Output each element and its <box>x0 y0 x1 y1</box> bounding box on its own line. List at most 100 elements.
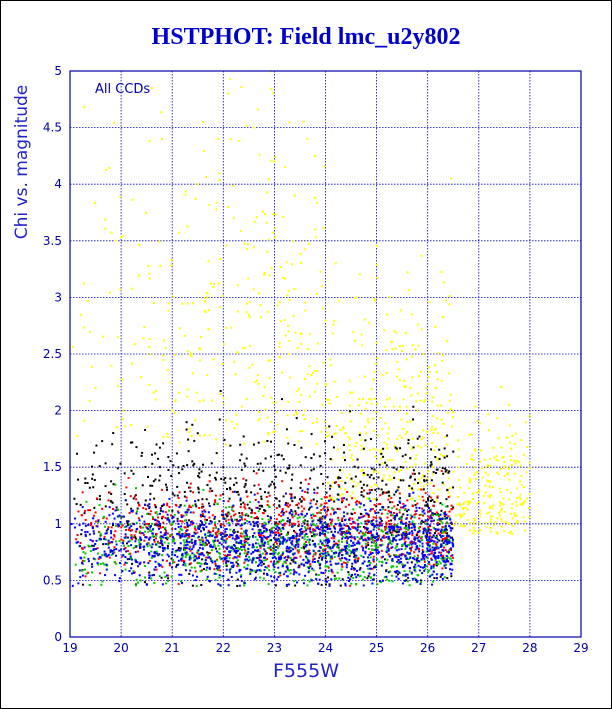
data-point <box>437 547 440 550</box>
data-point <box>381 536 384 539</box>
data-point <box>386 549 389 552</box>
data-point <box>283 556 286 559</box>
data-point <box>403 574 406 577</box>
data-point <box>256 462 259 465</box>
data-point <box>411 521 414 524</box>
data-point <box>138 543 141 546</box>
data-point <box>73 497 76 500</box>
data-point <box>212 286 215 289</box>
data-point <box>159 264 162 267</box>
data-point <box>367 531 370 534</box>
data-point <box>288 464 291 467</box>
data-point <box>166 368 169 371</box>
data-point <box>308 580 311 583</box>
data-point <box>275 561 278 564</box>
data-point <box>128 528 131 531</box>
data-point <box>153 538 156 541</box>
data-point <box>139 526 142 529</box>
data-point <box>125 525 128 528</box>
data-point <box>288 551 291 554</box>
data-point <box>217 532 220 535</box>
data-point <box>508 467 511 470</box>
data-point <box>421 542 424 545</box>
data-point <box>261 210 264 213</box>
data-point <box>382 447 385 450</box>
data-point <box>184 564 187 567</box>
data-point <box>433 549 436 552</box>
data-point <box>259 304 262 307</box>
data-point <box>293 523 296 526</box>
data-point <box>340 554 343 557</box>
data-point <box>265 537 268 540</box>
data-point <box>343 557 346 560</box>
data-point <box>487 495 490 498</box>
data-point <box>112 538 115 541</box>
data-point <box>374 455 377 458</box>
data-point <box>246 503 249 506</box>
data-point <box>317 582 320 585</box>
data-point <box>184 544 187 547</box>
data-point <box>450 563 453 566</box>
data-point <box>334 481 337 484</box>
data-point <box>245 398 248 401</box>
data-point <box>399 447 402 450</box>
data-point <box>433 501 436 504</box>
data-point <box>211 399 214 402</box>
data-point <box>242 543 245 546</box>
data-point <box>188 430 191 433</box>
data-point <box>201 506 204 509</box>
data-point <box>265 529 268 532</box>
data-point <box>248 313 251 316</box>
y-tick-label: 5 <box>54 64 62 78</box>
data-point <box>228 512 231 515</box>
data-point <box>467 503 470 506</box>
data-point <box>414 463 417 466</box>
data-point <box>373 536 376 539</box>
data-point <box>355 549 358 552</box>
data-point <box>334 262 337 265</box>
data-point <box>264 536 267 539</box>
data-point <box>326 510 329 513</box>
data-point <box>472 521 475 524</box>
data-point <box>251 511 254 514</box>
data-point <box>359 431 362 434</box>
data-point <box>363 560 366 563</box>
data-point <box>406 536 409 539</box>
data-point <box>134 530 137 533</box>
data-point <box>272 92 275 95</box>
data-point <box>428 536 431 539</box>
data-point <box>214 533 217 536</box>
data-point <box>411 505 414 508</box>
data-point <box>188 504 191 507</box>
data-point <box>404 504 407 507</box>
data-point <box>177 559 180 562</box>
data-point <box>206 484 209 487</box>
data-point <box>227 584 230 587</box>
data-point <box>214 515 217 518</box>
data-point <box>237 555 240 558</box>
data-point <box>269 548 272 551</box>
data-point <box>372 519 375 522</box>
data-point <box>110 553 113 556</box>
data-point <box>427 499 430 502</box>
data-point <box>218 520 221 523</box>
data-point <box>139 537 142 540</box>
data-point <box>160 539 163 542</box>
data-point <box>398 511 401 514</box>
data-point <box>277 537 280 540</box>
data-point <box>243 539 246 542</box>
data-point <box>152 573 155 576</box>
data-point <box>293 580 296 583</box>
data-point <box>319 563 322 566</box>
data-point <box>365 526 368 529</box>
data-point <box>514 462 517 465</box>
data-point <box>330 568 333 571</box>
data-point <box>407 525 410 528</box>
data-point <box>208 566 211 569</box>
data-point <box>114 483 117 486</box>
data-point <box>286 575 289 578</box>
data-point <box>441 534 444 537</box>
data-point <box>122 554 125 557</box>
data-point <box>188 558 191 561</box>
data-point <box>438 539 441 542</box>
